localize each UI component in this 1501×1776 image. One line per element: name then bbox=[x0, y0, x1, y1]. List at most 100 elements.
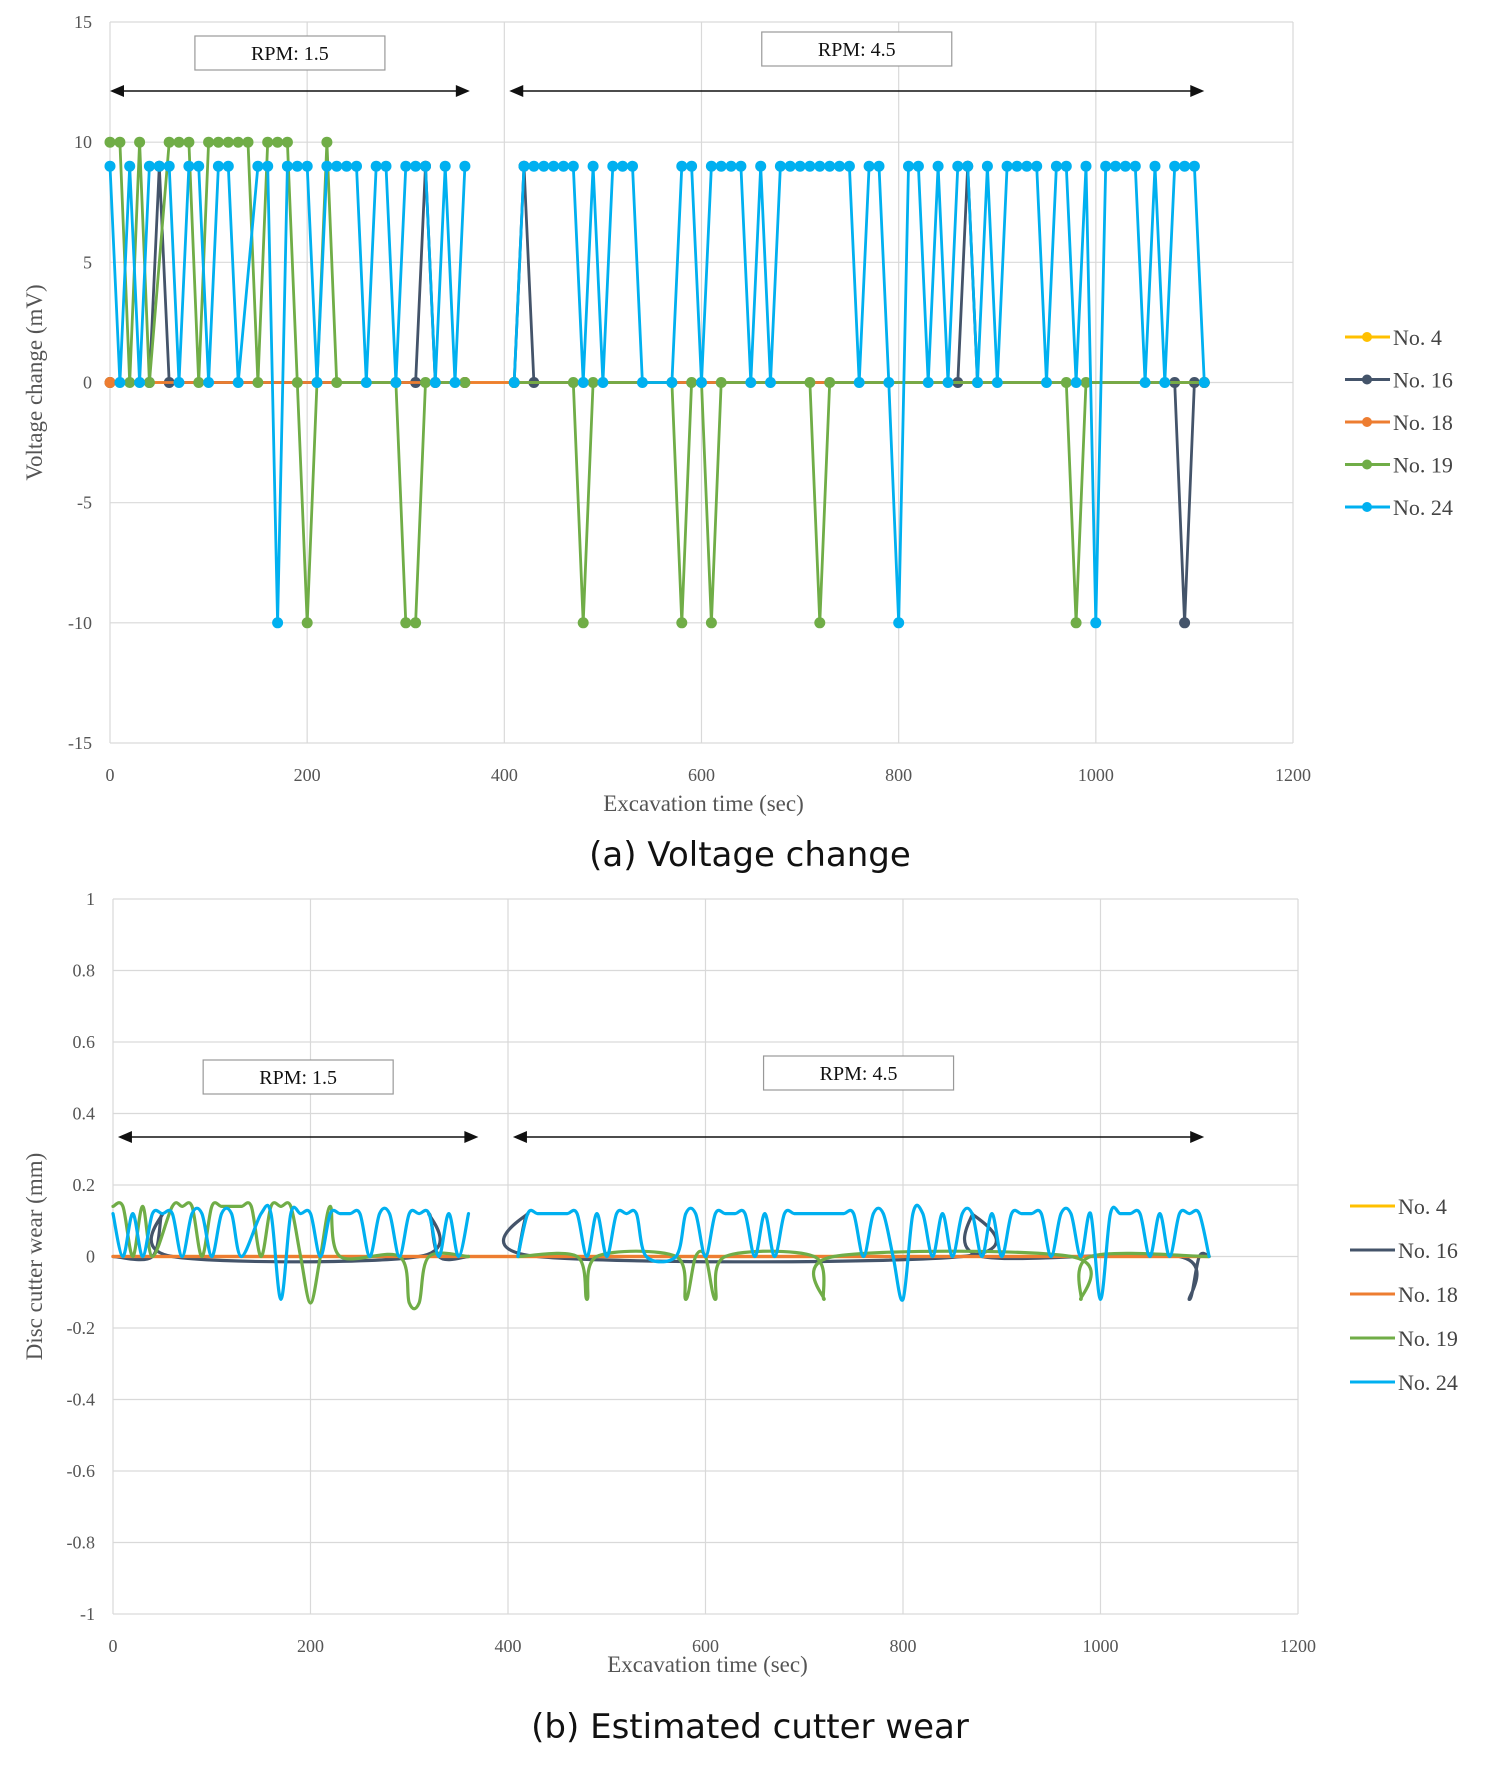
y-tick-label: 0.6 bbox=[73, 1032, 96, 1052]
y-tick-label: -0.6 bbox=[67, 1461, 96, 1481]
data-point bbox=[410, 160, 422, 172]
data-point bbox=[1090, 617, 1102, 629]
annotation-label: RPM: 4.5 bbox=[818, 39, 896, 61]
legend-label: No. 19 bbox=[1398, 1326, 1458, 1351]
rpm-annotation: RPM: 4.5 bbox=[512, 1055, 1205, 1143]
data-point bbox=[893, 617, 905, 629]
y-tick-label: 5 bbox=[83, 252, 92, 272]
series-line bbox=[516, 1249, 1211, 1301]
data-point bbox=[1080, 160, 1092, 172]
data-point bbox=[400, 160, 412, 172]
data-point bbox=[686, 160, 698, 172]
annotation-label: RPM: 1.5 bbox=[259, 1067, 337, 1089]
data-point bbox=[528, 160, 540, 172]
data-point bbox=[301, 160, 313, 172]
data-point bbox=[735, 160, 747, 172]
legend-marker bbox=[1362, 374, 1372, 385]
data-point bbox=[212, 160, 224, 172]
data-point bbox=[1011, 160, 1023, 172]
x-tick-label: 200 bbox=[297, 1636, 324, 1656]
data-point bbox=[636, 377, 648, 388]
data-point bbox=[143, 377, 155, 388]
data-point bbox=[134, 136, 146, 148]
data-point bbox=[1119, 160, 1131, 172]
data-point bbox=[617, 160, 629, 172]
x-tick-label: 800 bbox=[890, 1636, 917, 1656]
rpm-annotation: RPM: 1.5 bbox=[110, 35, 470, 97]
data-point bbox=[1001, 160, 1013, 172]
legend: No. 4 No. 16 No. 18 No. 19 No. 24 bbox=[1345, 325, 1453, 520]
data-point bbox=[745, 377, 757, 388]
x-axis-title: Excavation time (sec) bbox=[607, 1652, 808, 1677]
data-point bbox=[991, 377, 1003, 388]
data-point bbox=[311, 377, 323, 388]
data-point bbox=[1110, 160, 1121, 172]
data-point bbox=[548, 160, 560, 172]
data-point bbox=[281, 136, 293, 148]
legend-marker bbox=[1362, 332, 1372, 342]
voltage-change-chart: -15 -10 -5 0 5 10 15 0 200 400 600 800 1000 1200 Excav… bbox=[22, 12, 1453, 875]
data-point bbox=[429, 377, 441, 388]
legend-label: No. 18 bbox=[1393, 410, 1453, 435]
annotation-box bbox=[194, 35, 386, 71]
data-point bbox=[173, 377, 185, 388]
legend-label: No. 24 bbox=[1393, 495, 1453, 520]
data-point bbox=[922, 377, 934, 388]
data-point bbox=[262, 136, 274, 148]
data-point bbox=[932, 160, 944, 172]
data-point bbox=[755, 160, 767, 172]
data-point bbox=[952, 160, 964, 172]
data-point bbox=[153, 160, 165, 172]
series-no-24 bbox=[111, 1203, 1211, 1302]
y-axis-title: Disc cutter wear (mm) bbox=[22, 1153, 47, 1361]
legend-label: No. 4 bbox=[1393, 325, 1442, 350]
data-point bbox=[370, 160, 382, 172]
data-point bbox=[272, 617, 284, 629]
data-point bbox=[765, 377, 776, 388]
series-no-19 bbox=[111, 1201, 1211, 1311]
legend: No. 4 No. 16 No. 18 No. 19 No. 24 bbox=[1350, 1194, 1458, 1395]
data-point bbox=[272, 136, 284, 148]
rpm-annotation: RPM: 1.5 bbox=[117, 1059, 479, 1143]
data-point bbox=[163, 160, 175, 172]
annotation-label: RPM: 4.5 bbox=[820, 1063, 898, 1085]
data-point bbox=[676, 160, 688, 172]
data-point bbox=[459, 377, 471, 388]
data-point bbox=[607, 160, 619, 172]
y-tick-label: 0 bbox=[83, 373, 92, 393]
figure-caption: (b) Estimated cutter wear bbox=[531, 1707, 969, 1747]
data-point bbox=[824, 377, 836, 388]
data-point bbox=[301, 617, 313, 629]
data-point bbox=[686, 377, 698, 388]
data-point bbox=[262, 160, 274, 172]
data-point bbox=[863, 160, 875, 172]
legend-marker bbox=[1362, 502, 1372, 512]
data-point bbox=[183, 160, 195, 172]
annotation-box bbox=[202, 1059, 394, 1095]
data-point bbox=[400, 617, 412, 629]
data-point bbox=[252, 160, 264, 172]
y-tick-label: 0.4 bbox=[73, 1104, 96, 1124]
data-point bbox=[666, 377, 678, 388]
data-point bbox=[232, 377, 244, 388]
legend-marker bbox=[1362, 417, 1372, 427]
arrowhead-right bbox=[455, 85, 470, 97]
data-point bbox=[1080, 377, 1092, 388]
x-tick-label: 400 bbox=[495, 1636, 522, 1656]
data-point bbox=[114, 377, 126, 388]
data-point bbox=[124, 377, 136, 388]
y-tick-label: 0.8 bbox=[73, 961, 96, 981]
annotation-box bbox=[762, 1055, 955, 1091]
data-point bbox=[518, 160, 530, 172]
data-point bbox=[203, 377, 215, 388]
x-tick-label: 0 bbox=[106, 765, 115, 785]
data-point bbox=[705, 617, 717, 629]
data-point bbox=[883, 377, 895, 388]
data-point bbox=[222, 160, 234, 172]
x-tick-label: 600 bbox=[692, 1636, 719, 1656]
data-point bbox=[439, 160, 451, 172]
data-point bbox=[232, 136, 244, 148]
data-point bbox=[321, 160, 333, 172]
y-tick-label: 15 bbox=[74, 12, 92, 32]
x-tick-label: 1000 bbox=[1078, 765, 1114, 785]
